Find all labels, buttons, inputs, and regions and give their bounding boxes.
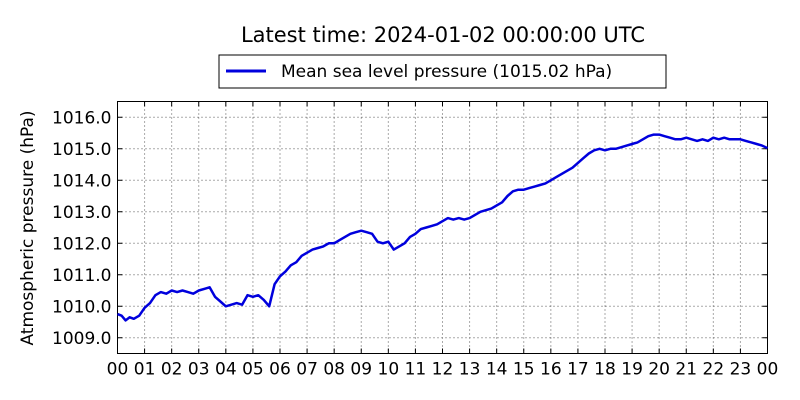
x-tick-label: 18 <box>594 360 616 380</box>
x-tick-label: 19 <box>621 360 643 380</box>
y-tick-label: 1016.0 <box>52 108 111 128</box>
x-tick-label: 04 <box>215 360 237 380</box>
y-tick-label: 1014.0 <box>52 171 111 191</box>
x-tick-label: 07 <box>296 360 318 380</box>
x-tick-label: 02 <box>161 360 183 380</box>
y-axis-label: Atmospheric pressure (hPa) <box>18 110 38 345</box>
plot-area-frame <box>117 101 768 354</box>
x-tick-label: 23 <box>730 360 752 380</box>
x-tick-label: 00 <box>107 360 129 380</box>
x-tick-label: 17 <box>567 360 589 380</box>
legend: Mean sea level pressure (1015.02 hPa) <box>218 54 667 89</box>
y-axis: 1009.0 1010.0 1011.0 1012.0 1013.0 1014.0 1015… <box>52 108 768 349</box>
series-line-mean-sea-level-pressure <box>117 133 769 322</box>
y-tick-label: 1013.0 <box>52 203 111 223</box>
y-tick-label: 1012.0 <box>52 234 111 254</box>
x-tick-label: 21 <box>675 360 697 380</box>
x-tick-label: 11 <box>405 360 427 380</box>
x-tick-label: 14 <box>486 360 508 380</box>
x-tick-label: 16 <box>540 360 562 380</box>
x-tick-label: 05 <box>242 360 264 380</box>
legend-box <box>218 54 667 89</box>
x-tick-label: 15 <box>513 360 535 380</box>
chart-title: Latest time: 2024-01-02 00:00:00 UTC <box>241 23 645 47</box>
x-tick-label: 03 <box>188 360 210 380</box>
legend-label: Mean sea level pressure (1015.02 hPa) <box>281 62 612 82</box>
x-axis: 00 01 02 03 04 05 06 07 08 09 10 11 12 13 14 15 16 17 18 19… <box>107 101 779 380</box>
y-tick-label: 1009.0 <box>52 329 111 349</box>
x-tick-label: 09 <box>350 360 372 380</box>
y-tick-label: 1015.0 <box>52 140 111 160</box>
x-tick-label: 20 <box>648 360 670 380</box>
x-tick-label: 22 <box>703 360 725 380</box>
x-tick-label: 01 <box>134 360 156 380</box>
grid <box>117 101 768 354</box>
y-tick-label: 1011.0 <box>52 266 111 286</box>
x-tick-label: 13 <box>459 360 481 380</box>
y-tick-label: 1010.0 <box>52 297 111 317</box>
x-tick-label: 06 <box>269 360 291 380</box>
x-tick-label: 12 <box>432 360 454 380</box>
x-tick-label: 08 <box>323 360 345 380</box>
x-tick-label: 10 <box>378 360 400 380</box>
x-tick-label: 00 <box>757 360 779 380</box>
